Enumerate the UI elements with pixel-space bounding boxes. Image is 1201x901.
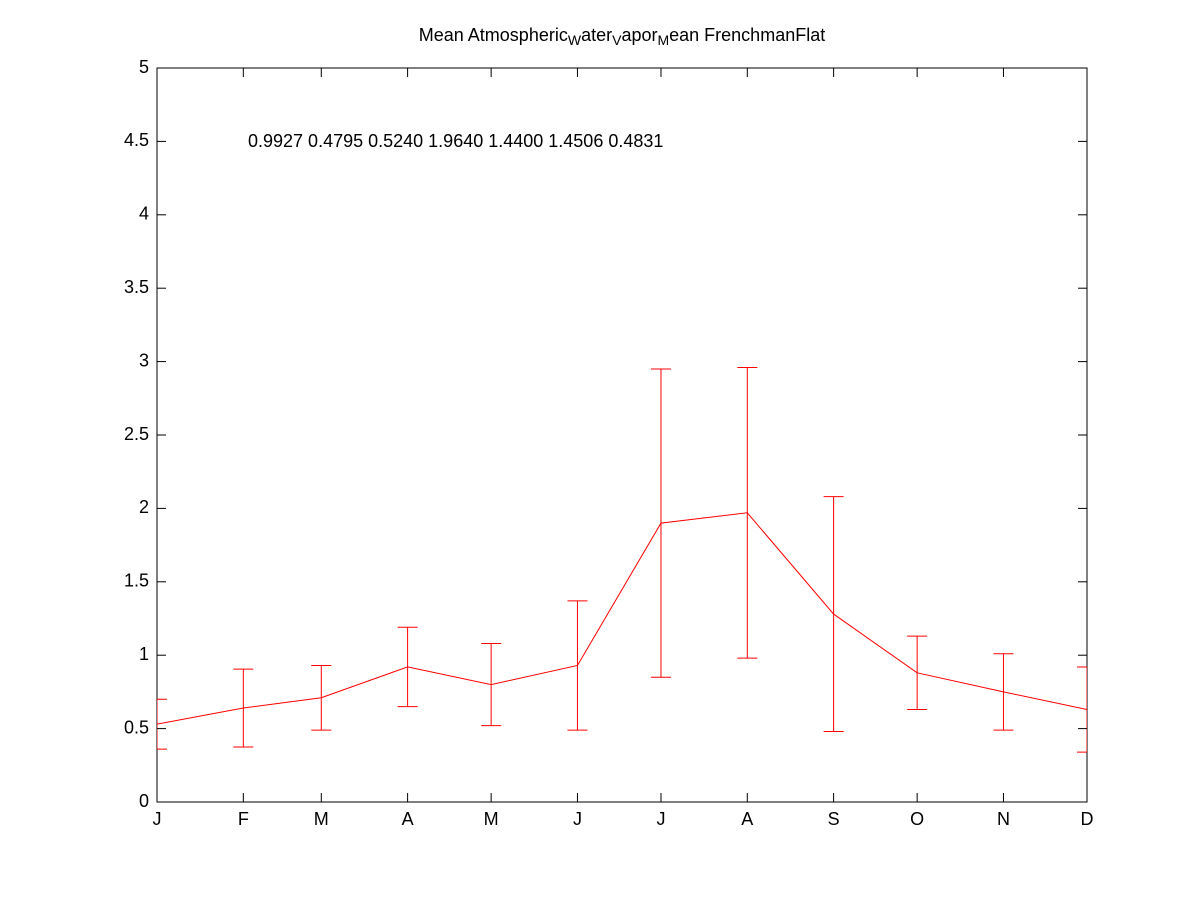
y-tick-label: 5 [139, 57, 149, 77]
annotation: 0.9927 0.4795 0.5240 1.9640 1.4400 1.450… [248, 131, 663, 151]
y-tick-label: 3 [139, 350, 149, 370]
x-tick-label: F [238, 809, 249, 829]
title-subscript: M [657, 32, 669, 48]
x-tick-label: S [828, 809, 840, 829]
y-tick-label: 3.5 [124, 277, 149, 297]
title-part: Mean Atmospheric [419, 25, 568, 45]
error-bar [737, 366, 758, 659]
title-part: ater [581, 25, 612, 45]
plot-area [157, 366, 1087, 753]
error-bar [567, 600, 588, 731]
error-bar [907, 635, 928, 711]
x-tick-label: M [314, 809, 329, 829]
x-tick-label: A [402, 809, 414, 829]
y-tick-label: 0.5 [124, 717, 149, 737]
x-tick-label: J [153, 809, 162, 829]
y-tick-label: 4 [139, 204, 149, 224]
y-tick-label: 2 [139, 497, 149, 517]
chart-title: Mean AtmosphericWaterVaporMean Frenchman… [419, 25, 825, 49]
error-bar [993, 653, 1014, 731]
series-line [157, 512, 1087, 725]
title-subscript: V [612, 32, 622, 48]
error-bar [311, 664, 332, 731]
error-bar [397, 626, 418, 708]
error-bar [157, 698, 167, 750]
x-tick-label: J [573, 809, 582, 829]
y-tick-label: 0 [139, 791, 149, 811]
x-tick-label: O [910, 809, 924, 829]
y-tick-label: 1 [139, 644, 149, 664]
x-tick-label: M [484, 809, 499, 829]
x-tick-label: A [741, 809, 753, 829]
title-part: apor [621, 25, 657, 45]
error-bar [823, 496, 844, 733]
error-bar [1077, 666, 1087, 753]
y-tick-label: 2.5 [124, 424, 149, 444]
error-bar [650, 368, 671, 678]
error-bar [233, 668, 254, 748]
title-subscript: W [568, 32, 582, 48]
title-part: ean FrenchmanFlat [669, 25, 825, 45]
x-tick-label: N [997, 809, 1010, 829]
x-tick-label: J [656, 809, 665, 829]
x-tick-label: D [1081, 809, 1094, 829]
error-bar [481, 642, 502, 727]
y-tick-label: 1.5 [124, 571, 149, 591]
y-tick-label: 4.5 [124, 130, 149, 150]
